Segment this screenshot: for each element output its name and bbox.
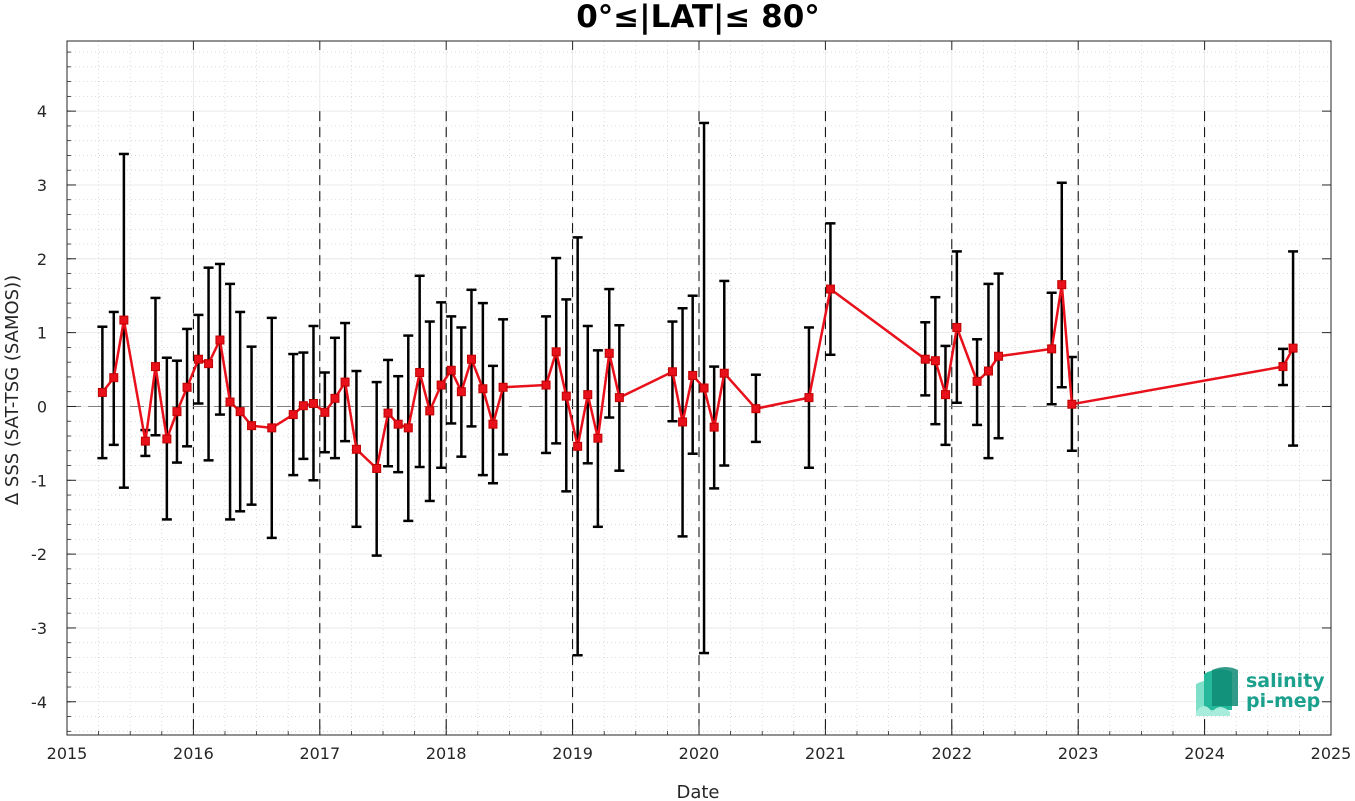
data-point — [751, 404, 761, 414]
data-point — [825, 284, 835, 294]
data-point — [983, 366, 993, 376]
data-point — [573, 441, 583, 451]
data-point — [1057, 280, 1067, 290]
y-tick-labels: -4 -3 -2 -1 0 1 2 3 4 — [31, 102, 47, 712]
data-point — [488, 419, 498, 429]
data-point — [193, 354, 203, 364]
data-point — [551, 347, 561, 357]
data-point — [340, 377, 350, 387]
x-tick-label: 2024 — [1184, 744, 1225, 763]
data-point — [952, 322, 962, 332]
data-point — [478, 384, 488, 394]
y-tick-label: -2 — [31, 545, 47, 564]
data-point — [1288, 343, 1298, 353]
data-point — [415, 367, 425, 377]
data-point — [119, 315, 129, 325]
series-line — [101, 283, 1295, 470]
y-tick-label: -3 — [31, 619, 47, 638]
x-tick-label: 2023 — [1058, 744, 1099, 763]
data-point — [393, 419, 403, 429]
x-tick-label: 2017 — [299, 744, 340, 763]
data-point — [172, 407, 182, 417]
data-point — [541, 380, 551, 390]
data-point — [667, 367, 677, 377]
x-tick-label: 2025 — [1311, 744, 1352, 763]
data-point — [425, 406, 435, 416]
data-point — [561, 391, 571, 401]
logo-text-pi-mep: pi-mep — [1246, 690, 1320, 712]
data-point — [162, 434, 172, 444]
data-point — [383, 408, 393, 418]
y-tick-label: 1 — [37, 324, 47, 343]
y-tick-label: 2 — [37, 250, 47, 269]
salinity-pi-mep-logo: salinity pi-mep — [1196, 667, 1325, 716]
x-tick-label: 2015 — [47, 744, 88, 763]
data-point — [288, 410, 298, 420]
y-tick-label: 0 — [37, 397, 47, 416]
data-point — [182, 382, 192, 392]
x-tick-label: 2020 — [679, 744, 720, 763]
data-point — [920, 354, 930, 364]
data-point — [308, 399, 318, 409]
data-point — [215, 335, 225, 345]
y-tick-label: 3 — [37, 176, 47, 195]
data-point — [466, 354, 476, 364]
data-point — [436, 380, 446, 390]
data-point — [97, 387, 107, 397]
x-tick-label: 2018 — [426, 744, 467, 763]
error-bars — [97, 121, 1299, 657]
data-point — [1067, 399, 1077, 409]
data-point — [267, 423, 277, 433]
data-point — [225, 397, 235, 407]
data-point — [446, 365, 456, 375]
data-point — [456, 387, 466, 397]
data-point — [330, 393, 340, 403]
data-point — [614, 393, 624, 403]
data-point — [150, 362, 160, 372]
data-point — [235, 407, 245, 417]
data-point — [372, 463, 382, 473]
data-point — [930, 356, 940, 366]
chart-title: 0°≤|LAT|≤ 80° — [576, 0, 820, 35]
x-tick-label: 2021 — [805, 744, 846, 763]
data-point — [109, 373, 119, 383]
data-point — [298, 401, 308, 411]
data-point — [688, 370, 698, 380]
x-tick-label: 2019 — [552, 744, 593, 763]
data-point — [351, 444, 361, 454]
x-axis-title: Date — [676, 782, 719, 801]
data-point — [994, 351, 1004, 361]
logo-text-salinity: salinity — [1246, 670, 1325, 692]
data-point — [1278, 362, 1288, 372]
data-point — [593, 433, 603, 443]
y-tick-label: 4 — [37, 102, 47, 121]
data-point — [498, 382, 508, 392]
y-tick-label: -1 — [31, 471, 47, 490]
data-point — [403, 423, 413, 433]
data-point — [1047, 344, 1057, 354]
data-point — [583, 390, 593, 400]
data-point — [699, 383, 709, 393]
y-tick-label: -4 — [31, 693, 47, 712]
x-tick-label: 2016 — [173, 744, 214, 763]
wave-logo-icon — [1196, 667, 1238, 716]
data-point — [719, 368, 729, 378]
data-point — [604, 348, 614, 358]
data-point — [140, 436, 150, 446]
data-point — [972, 376, 982, 386]
y-axis-title: Δ SSS (SAT-TSG (SAMOS)) — [2, 275, 23, 505]
data-point — [709, 422, 719, 432]
data-point — [204, 359, 214, 369]
data-point — [320, 407, 330, 417]
data-point — [804, 393, 814, 403]
x-tick-label: 2022 — [931, 744, 972, 763]
axis-ticks — [66, 41, 1332, 735]
data-point — [940, 390, 950, 400]
data-markers — [97, 280, 1298, 473]
x-tick-labels: 2015 2016 2017 2018 2019 2020 2021 2022 2023 2024… — [47, 744, 1352, 763]
data-point — [247, 421, 257, 431]
data-point — [678, 417, 688, 427]
